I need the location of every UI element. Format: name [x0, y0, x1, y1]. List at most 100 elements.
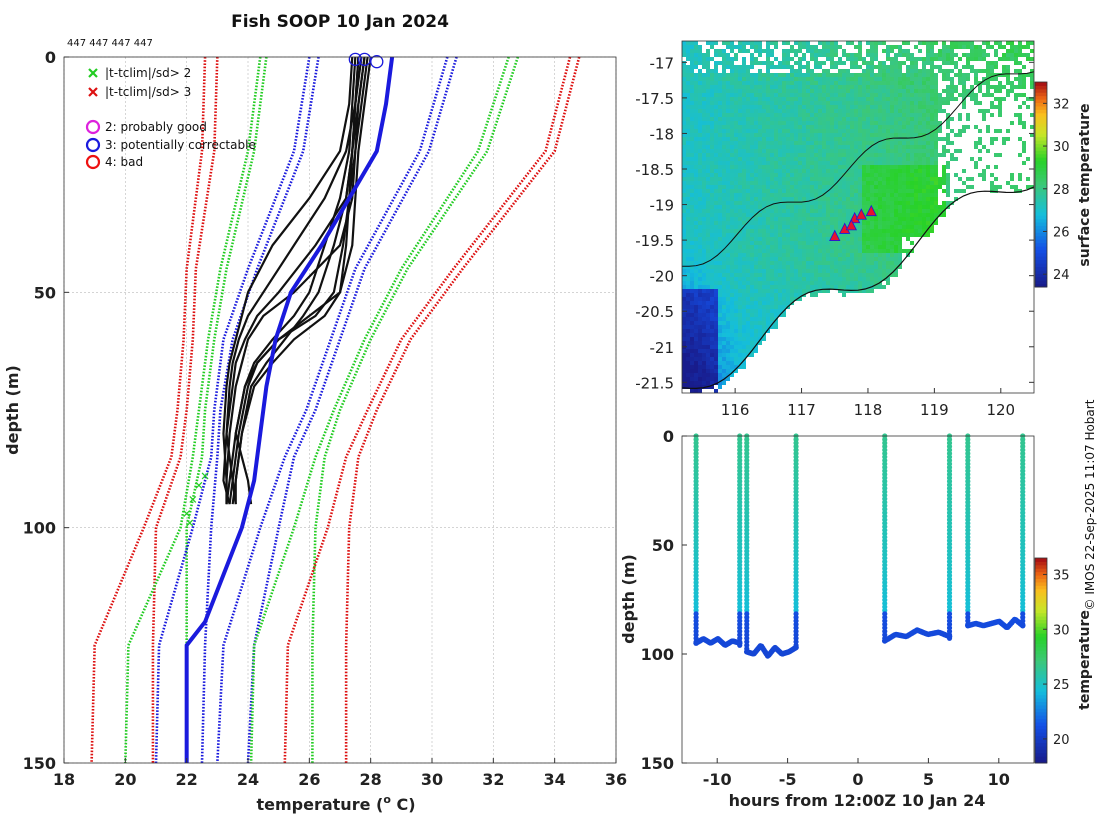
map-x-tick-label: 117	[787, 401, 816, 419]
colorbar-tick-label: 32	[1053, 97, 1070, 112]
profile-plot-frame	[63, 56, 617, 764]
coastline	[682, 186, 1034, 389]
qc-circle-marker	[370, 55, 384, 69]
map-x-tick-label: 116	[721, 401, 750, 419]
map-frame	[681, 40, 1035, 394]
colorbar-tick-label: 25	[1053, 678, 1070, 693]
cast-location-marker	[855, 208, 867, 220]
qc-circle-marker	[348, 52, 362, 67]
x-tick-label: 28	[360, 770, 382, 789]
colorbar-tick-label: 35	[1053, 568, 1070, 583]
temperature-profile	[228, 56, 372, 505]
legend-x-marker	[88, 87, 98, 97]
time-x-axis-label: hours from 12:00Z 10 Jan 24	[729, 791, 986, 810]
map-y-tick-label: -20	[650, 268, 675, 286]
x-axis-label: temperature (o C)	[256, 793, 415, 814]
map-x-tick-label: 120	[986, 401, 1015, 419]
climatology-line-green-outer	[311, 56, 520, 763]
legend-entry-label: 2: probably good	[105, 120, 207, 134]
y-tick-label: 150	[23, 754, 56, 773]
legend-entry-label: 4: bad	[105, 155, 143, 169]
map-y-tick-label: -18	[650, 125, 675, 143]
map-y-tick-label: -19	[650, 197, 675, 215]
climatology-line-red-outer-b	[283, 56, 572, 764]
time-y-tick-label: 100	[641, 645, 674, 664]
map-colorbar	[1034, 81, 1048, 288]
y-tick-label: 0	[45, 48, 56, 67]
time-x-tick-label: -10	[703, 770, 732, 789]
x-tick-label: 34	[544, 770, 566, 789]
flag-x-marker	[201, 472, 209, 480]
map-y-tick-label: -20.5	[635, 303, 674, 321]
legend-x-marker	[88, 68, 98, 78]
legend-entry-label: |t-tclim|/sd> 2	[105, 66, 191, 80]
time-y-axis-label: depth (m)	[619, 554, 638, 644]
temperature-profile	[222, 56, 354, 505]
cast-scatter-points	[693, 433, 1026, 659]
profile-plot: Fish SOOP 10 Jan 2024 447 447 447 447 18…	[3, 12, 627, 814]
map-y-tick-label: -21.5	[635, 374, 674, 392]
y-axis-label: depth (m)	[3, 365, 22, 455]
colorbar-tick-label: 30	[1053, 140, 1070, 155]
climatology-line-green-inner-b	[124, 56, 262, 764]
map-y-tick-label: -19.5	[635, 232, 674, 250]
flag-x-marker	[195, 481, 203, 489]
flag-x-marker	[183, 510, 191, 517]
time-x-tick-label: -5	[779, 770, 797, 789]
y-tick-label: 100	[23, 519, 56, 538]
qc-circle-marker	[357, 52, 372, 67]
x-tick-label: 24	[237, 770, 259, 789]
time-y-tick-label: 0	[663, 427, 674, 446]
time-x-tick-label: 10	[988, 770, 1010, 789]
flag-x-marker	[189, 496, 197, 503]
x-tick-label: 20	[114, 770, 136, 789]
colorbar-tick-label: 20	[1053, 733, 1070, 748]
x-tick-label: 30	[421, 770, 443, 789]
legend: |t-tclim|/sd> 2 |t-tclim|/sd> 3 2: probabl…	[85, 66, 256, 170]
legend-circle-marker	[85, 137, 101, 153]
time-colorbar-label: temperature	[1077, 610, 1093, 710]
climatology-line-blue-inner	[200, 56, 320, 764]
map-y-tick-label: -17.5	[635, 90, 674, 108]
sst-cells	[682, 41, 1034, 393]
climatology-line-green-inner	[185, 56, 268, 763]
y-tick-label: 50	[34, 283, 56, 302]
flag-x-marker	[186, 519, 194, 527]
map-x-tick-label: 118	[854, 401, 883, 419]
sst-map: 116 117 118 119 120 -17 -17.5 -18 -18.5 -19 -19.5 -…	[635, 40, 1093, 419]
cast-location-marker	[829, 229, 841, 241]
time-depth-frame	[681, 435, 1035, 764]
map-x-tick-label: 119	[920, 401, 949, 419]
climatology-line-green-outer-b	[249, 56, 510, 764]
chart-title: Fish SOOP 10 Jan 2024	[231, 12, 449, 32]
map-colorbar-label: surface temperature	[1077, 103, 1093, 266]
map-y-tick-label: -21	[650, 339, 675, 357]
climatology-line-blue-outer-b	[216, 56, 449, 764]
map-y-tick-label: -17	[650, 54, 675, 72]
time-x-tick-label: 5	[923, 770, 934, 789]
mean-profile-line	[184, 56, 395, 763]
time-y-tick-label: 150	[641, 754, 674, 773]
legend-entry-label: 3: potentially correctable	[105, 138, 256, 152]
legend-circle-marker	[85, 154, 101, 170]
colorbar-tick-label: 28	[1053, 183, 1070, 198]
legend-circle-marker	[85, 119, 101, 135]
time-x-tick-label: 0	[852, 770, 863, 789]
cast-location-marker	[845, 218, 858, 231]
x-tick-label: 26	[298, 770, 320, 789]
climatology-line-blue-outer	[246, 56, 458, 764]
colorbar-tick-label: 30	[1053, 623, 1070, 638]
climatology-line-red-outer	[344, 56, 581, 763]
x-tick-label: 32	[482, 770, 504, 789]
side-credit: © IMOS 22-Sep-2025 11:07 Hobart	[1083, 399, 1097, 610]
x-tick-label: 22	[176, 770, 198, 789]
legend-entry-label: |t-tclim|/sd> 3	[105, 85, 191, 99]
isobath-line	[682, 71, 1034, 267]
x-tick-label: 18	[53, 770, 75, 789]
colorbar-tick-label: 26	[1053, 225, 1070, 240]
temperature-profile	[225, 56, 363, 505]
colorbar-tick-label: 24	[1053, 268, 1070, 283]
map-y-tick-label: -18.5	[635, 161, 674, 179]
